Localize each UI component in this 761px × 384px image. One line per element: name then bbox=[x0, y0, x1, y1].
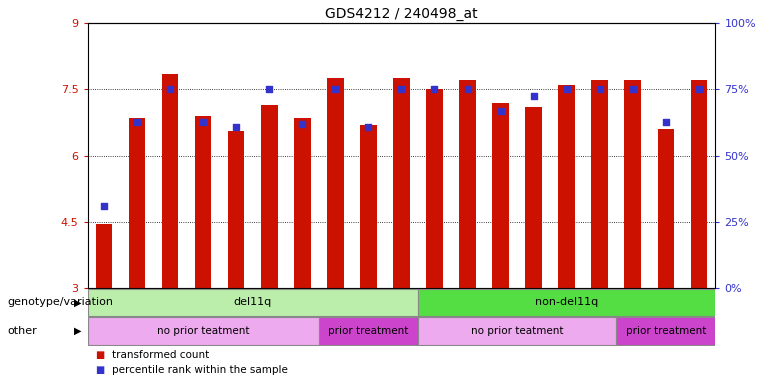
Bar bbox=[319, 317, 418, 345]
Bar bbox=[261, 105, 278, 288]
Point bbox=[263, 86, 275, 92]
Text: prior treatment: prior treatment bbox=[328, 326, 409, 336]
Bar bbox=[327, 78, 344, 288]
Point bbox=[98, 203, 110, 209]
Bar bbox=[418, 289, 715, 316]
Bar bbox=[129, 118, 145, 288]
Text: genotype/variation: genotype/variation bbox=[8, 297, 113, 308]
Bar bbox=[616, 317, 715, 345]
Bar bbox=[492, 103, 509, 288]
Point bbox=[594, 86, 606, 92]
Point bbox=[197, 119, 209, 126]
Bar bbox=[559, 85, 575, 288]
Text: other: other bbox=[8, 326, 37, 336]
Bar bbox=[294, 118, 310, 288]
Point bbox=[230, 124, 242, 130]
Bar bbox=[658, 129, 674, 288]
Point bbox=[330, 86, 342, 92]
Title: GDS4212 / 240498_at: GDS4212 / 240498_at bbox=[325, 7, 478, 21]
Point bbox=[131, 119, 143, 126]
Bar bbox=[591, 81, 608, 288]
Bar bbox=[88, 317, 319, 345]
Bar bbox=[418, 317, 616, 345]
Point bbox=[660, 119, 672, 126]
Point bbox=[396, 86, 408, 92]
Point bbox=[461, 86, 473, 92]
Bar bbox=[459, 81, 476, 288]
Text: ▶: ▶ bbox=[74, 326, 81, 336]
Bar bbox=[426, 89, 443, 288]
Bar bbox=[625, 81, 641, 288]
Bar bbox=[360, 124, 377, 288]
Text: non-del11q: non-del11q bbox=[535, 297, 598, 308]
Text: ■: ■ bbox=[95, 366, 104, 376]
Bar bbox=[690, 81, 707, 288]
Bar bbox=[525, 107, 542, 288]
Text: transformed count: transformed count bbox=[112, 350, 209, 360]
Point bbox=[296, 121, 308, 127]
Bar bbox=[195, 116, 212, 288]
Point bbox=[362, 124, 374, 130]
Point bbox=[495, 108, 507, 114]
Text: no prior teatment: no prior teatment bbox=[471, 326, 563, 336]
Text: percentile rank within the sample: percentile rank within the sample bbox=[112, 366, 288, 376]
Text: no prior teatment: no prior teatment bbox=[157, 326, 250, 336]
Bar bbox=[228, 131, 244, 288]
Text: ▶: ▶ bbox=[74, 297, 81, 308]
Point bbox=[561, 86, 573, 92]
Point bbox=[164, 86, 177, 92]
Point bbox=[693, 86, 705, 92]
Bar bbox=[393, 78, 409, 288]
Text: prior treatment: prior treatment bbox=[626, 326, 706, 336]
Point bbox=[626, 86, 638, 92]
Bar bbox=[162, 74, 178, 288]
Bar bbox=[96, 224, 113, 288]
Bar bbox=[88, 289, 418, 316]
Point bbox=[428, 86, 441, 92]
Point bbox=[527, 93, 540, 99]
Text: ■: ■ bbox=[95, 350, 104, 360]
Text: del11q: del11q bbox=[234, 297, 272, 308]
